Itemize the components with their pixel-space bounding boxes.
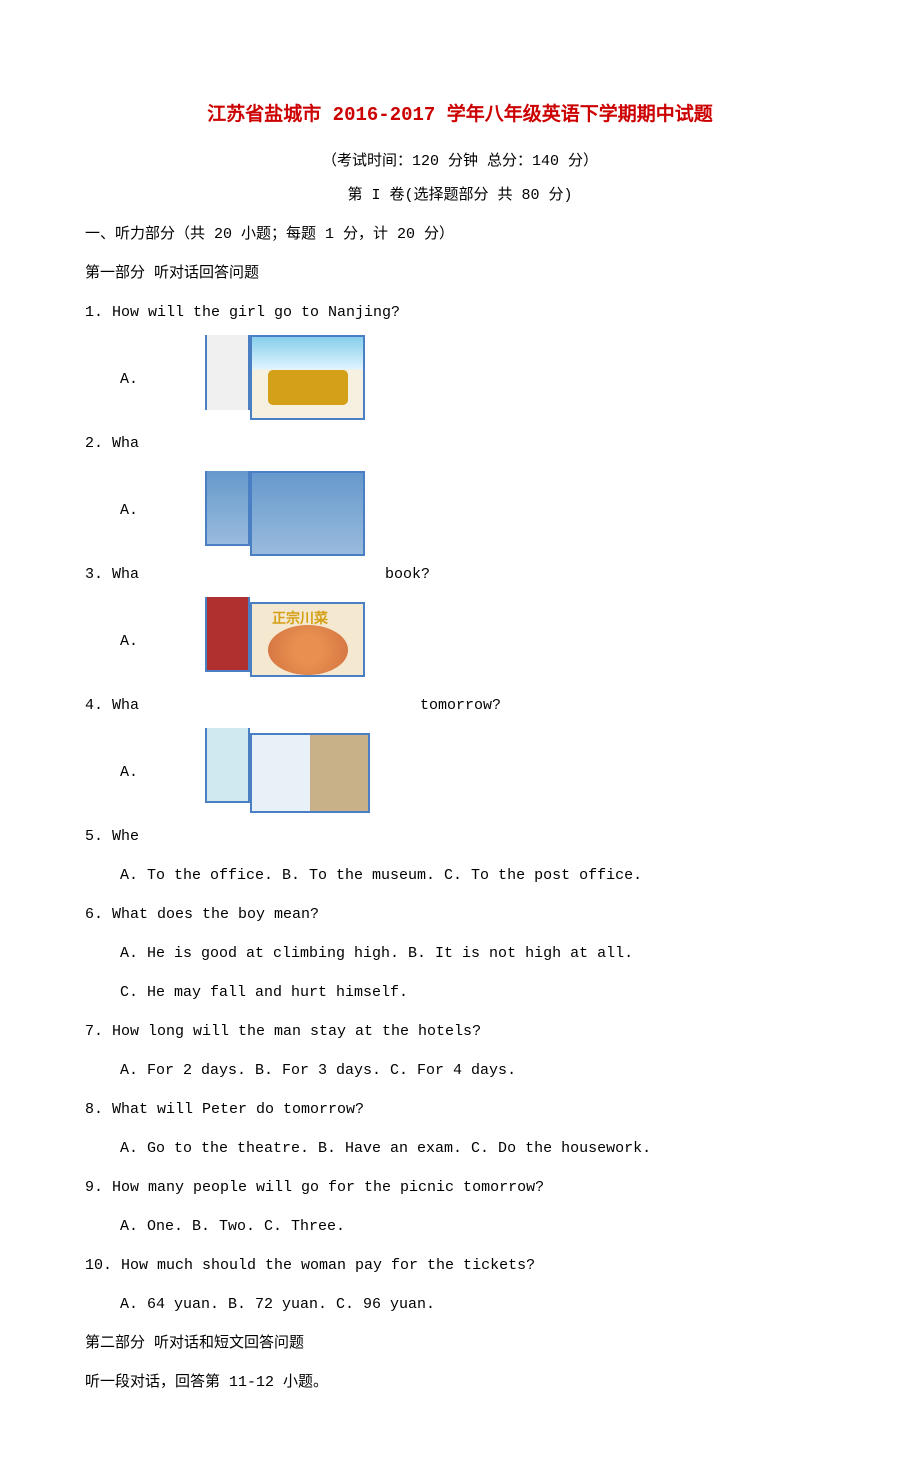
question-9: 9. How many people will go for the picni… [85,1176,835,1200]
question-2: 2. Wha [85,432,835,456]
q2-opt-a: A. [120,499,138,523]
q1-opt-a: A. [120,368,138,392]
q3-image-partial [205,597,250,672]
section-header: 第 I 卷(选择题部分 共 80 分) [85,184,835,208]
q1-image-bus [250,335,365,420]
q4-image-library [250,733,370,813]
question-5: 5. Whe [85,825,835,849]
q9-options: A. One. B. Two. C. Three. [85,1215,835,1239]
q5-options: A. To the office. B. To the museum. C. T… [85,864,835,888]
exam-info: （考试时间：120 分钟 总分：140 分） [85,150,835,174]
listening-header: 一、听力部分（共 20 小题；每题 1 分，计 20 分） [85,223,835,247]
question-3: 3. Wha book? [85,563,835,587]
exam-title: 江苏省盐城市 2016-2017 学年八年级英语下学期期中试题 [85,100,835,130]
q4-text-suffix: tomorrow? [420,694,501,718]
q2-options: A. [85,471,835,551]
q2-text: 2. Wha [85,435,139,452]
q3-opt-a: A. [120,630,138,654]
q4-options: A. [85,733,835,813]
q1-image-partial [205,335,250,410]
q4-opt-a: A. [120,761,138,785]
food-label: 正宗川菜 [272,609,328,631]
question-8: 8. What will Peter do tomorrow? [85,1098,835,1122]
q8-options: A. Go to the theatre. B. Have an exam. C… [85,1137,835,1161]
q4-text: 4. Wha [85,697,139,714]
q6-options-line2: C. He may fall and hurt himself. [85,981,835,1005]
part1-header: 第一部分 听对话回答问题 [85,262,835,286]
q3-options: A. 正宗川菜 [85,602,835,682]
q1-options: A. [85,340,835,420]
q3-text: 3. Wha [85,566,139,583]
q7-options: A. For 2 days. B. For 3 days. C. For 4 d… [85,1059,835,1083]
question-1: 1. How will the girl go to Nanjing? [85,301,835,325]
q4-image-partial [205,728,250,803]
part2-instruction: 听一段对话，回答第 11-12 小题。 [85,1371,835,1395]
part2-header: 第二部分 听对话和短文回答问题 [85,1332,835,1356]
q3-image-food: 正宗川菜 [250,602,365,677]
question-7: 7. How long will the man stay at the hot… [85,1020,835,1044]
question-10: 10. How much should the woman pay for th… [85,1254,835,1278]
q3-text-suffix: book? [385,563,430,587]
q2-image-partial [205,471,250,546]
q10-options: A. 64 yuan. B. 72 yuan. C. 96 yuan. [85,1293,835,1317]
question-4: 4. Wha tomorrow? [85,694,835,718]
q2-image-tower [250,471,365,556]
q6-options-line1: A. He is good at climbing high. B. It is… [85,942,835,966]
question-6: 6. What does the boy mean? [85,903,835,927]
